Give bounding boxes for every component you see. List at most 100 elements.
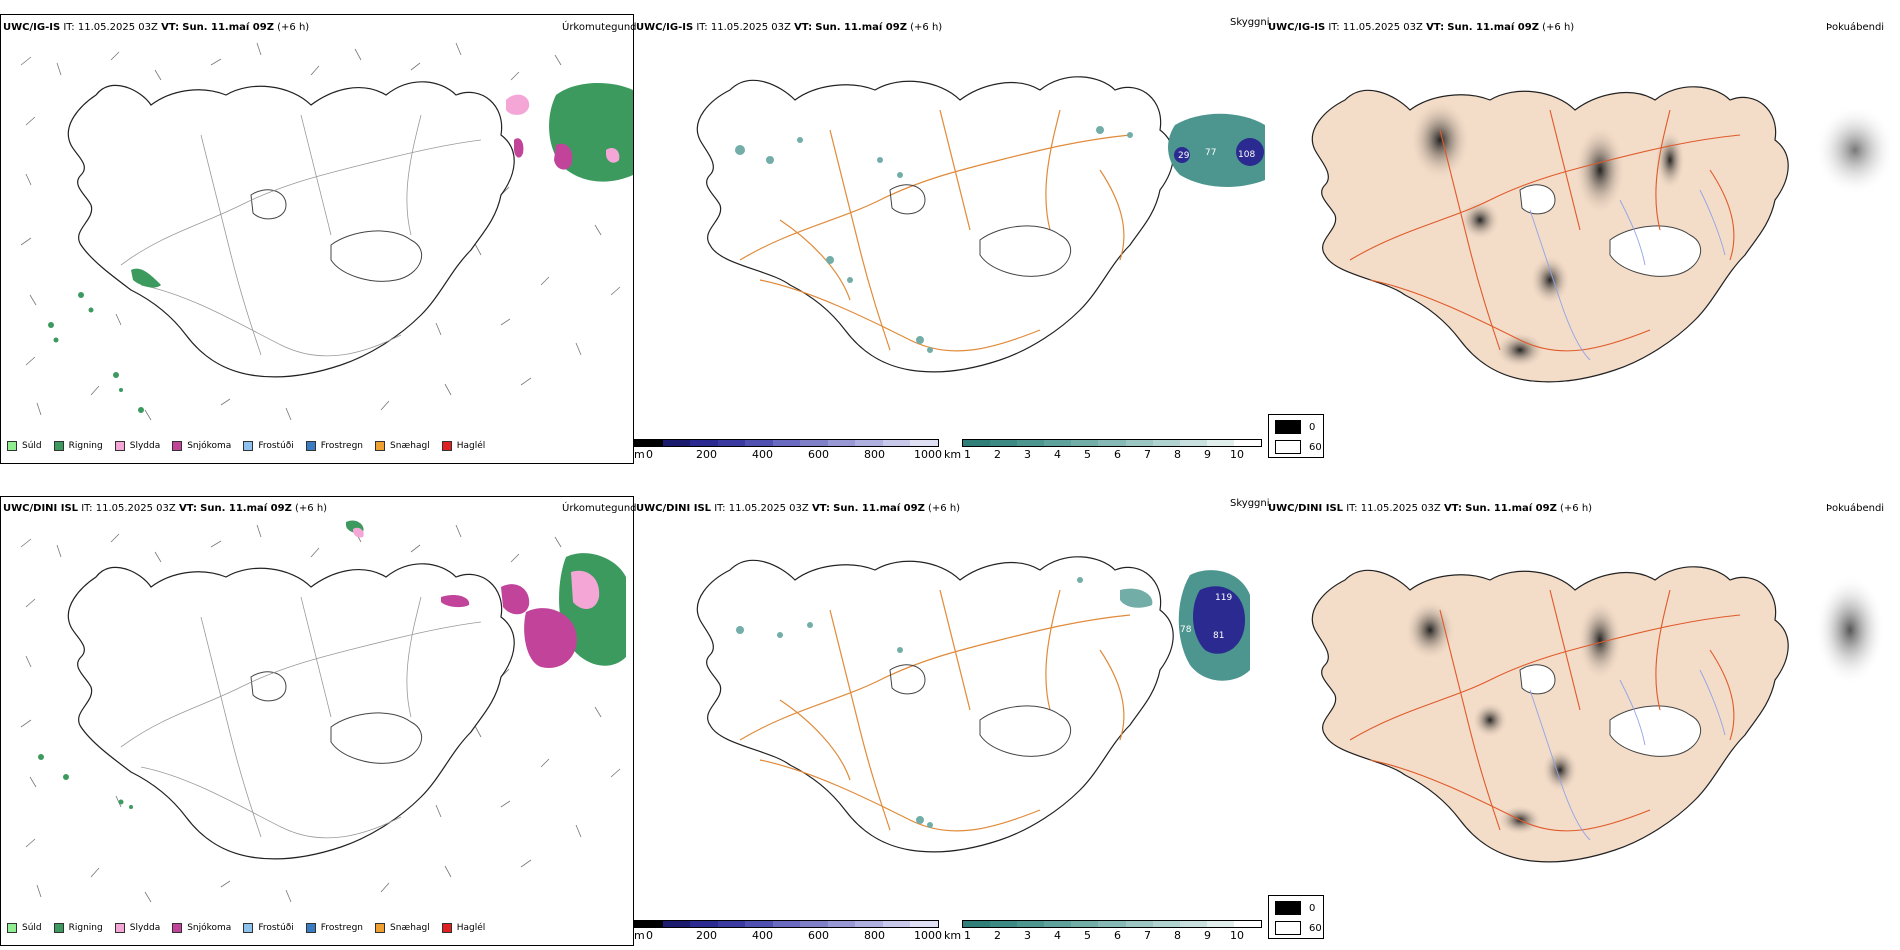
legend-item-slydda: Slydda <box>114 441 160 451</box>
cloudbase-tick: 600 <box>808 448 829 461</box>
panel-title-visibility: Skyggni <box>1230 498 1270 509</box>
rain-showers <box>38 754 133 809</box>
legend-swatch <box>375 923 386 933</box>
fog-swatch <box>1275 921 1301 935</box>
legend-swatch <box>441 923 452 933</box>
cloudbase-tick: 400 <box>752 448 773 461</box>
cloudbase-colorbar-bottom: m 0 200 400 600 800 1000 <box>634 920 942 944</box>
snow-area <box>524 608 577 668</box>
visibility-map-top: 29 77 108 <box>696 76 1265 373</box>
road-network <box>739 109 1131 352</box>
low-cloud-core <box>1174 147 1190 163</box>
legend-item-haglel: Haglél <box>441 441 485 451</box>
fog-swatch <box>1275 901 1301 915</box>
low-visibility-area <box>1168 113 1265 187</box>
snow-area-3 <box>441 594 470 608</box>
fog-swatch <box>1275 420 1301 434</box>
fog-map-bottom <box>1311 566 1885 863</box>
glacier-outline <box>250 189 423 282</box>
road-network <box>1349 109 1741 352</box>
low-cloud-core <box>1193 586 1245 654</box>
run-header-top-fog: UWC/IG-IS IT: 11.05.2025 03Z VT: Sun. 11… <box>1268 22 1575 33</box>
cloudbase-tick: 200 <box>696 448 717 461</box>
iceland-coastline <box>696 76 1174 373</box>
road-network <box>120 596 482 839</box>
offshore-fog <box>1815 105 1890 195</box>
vis-annotation: 33 <box>1145 611 1156 621</box>
visibility-strip <box>962 439 1262 447</box>
legend-swatch <box>375 441 386 451</box>
precip-panel-bottom <box>0 496 634 946</box>
model-name: UWC/DINI ISL <box>3 503 79 514</box>
glacier-outline <box>889 184 1072 277</box>
glacier-white <box>1519 184 1702 277</box>
run-header-bottom-precip: UWC/DINI ISL IT: 11.05.2025 03Z VT: Sun.… <box>3 503 328 514</box>
visibility-patches-east <box>1120 588 1153 608</box>
panel-title-precip: Úrkomutegund <box>562 22 637 33</box>
legend-swatch <box>114 441 125 451</box>
fog-swatch <box>1275 440 1301 454</box>
legend-swatch <box>243 441 254 451</box>
cloudbase-tick: 800 <box>864 448 885 461</box>
visibility-map-bottom: 119 33 78 81 43 <box>696 556 1250 853</box>
sleet-north <box>353 527 364 538</box>
vis-annotation: 43 <box>1170 653 1181 663</box>
road-network <box>1349 589 1741 832</box>
legend-swatch <box>53 923 64 933</box>
precip-legend-top: Súld Rigning Slydda Snjókoma Frostúði Fr… <box>7 441 497 451</box>
iceland-landmass <box>1311 86 1789 383</box>
legend-swatch <box>114 923 125 933</box>
visibility-colorbar-bottom: km 1 2 3 4 5 6 7 8 9 10 <box>944 920 1264 944</box>
iceland-landmass <box>1311 566 1789 863</box>
visibility-unit: km <box>944 448 962 461</box>
sleet-area <box>506 94 530 115</box>
glacier-white <box>1519 664 1702 757</box>
vis-annotation: 81 <box>1213 631 1224 641</box>
vis-annotation: 108 <box>1238 150 1255 160</box>
offshore-fog <box>1815 575 1885 685</box>
low-cloud-core <box>1236 138 1264 166</box>
cloudbase-colorbar-top: m 0 200 400 600 800 1000 <box>634 439 942 463</box>
legend-item-rigning: Rigning <box>53 441 103 451</box>
legend-swatch <box>7 441 17 451</box>
glacier-outline <box>889 664 1072 757</box>
model-name: UWC/IG-IS <box>3 22 61 33</box>
run-header-bottom-vis: UWC/DINI ISL IT: 11.05.2025 03Z VT: Sun.… <box>636 503 961 514</box>
vis-annotation: 29 <box>1178 151 1190 161</box>
glacier-outline <box>250 671 423 764</box>
legend-swatch <box>172 441 183 451</box>
fog-legend-bottom: 0 60 <box>1268 895 1324 939</box>
iceland-coastline <box>67 81 515 378</box>
panel-title-visibility: Skyggni <box>1230 17 1270 28</box>
visibility-strip <box>962 920 1262 928</box>
fog-legend-top: 0 60 <box>1268 414 1324 458</box>
road-network <box>739 589 1131 832</box>
cloudbase-strip <box>634 439 939 447</box>
cloudbase-tick: 0 <box>646 448 653 461</box>
visibility-patches <box>735 126 1133 353</box>
rain-west <box>131 268 161 288</box>
sleet-area <box>571 570 600 609</box>
cloudbase-strip <box>634 920 939 928</box>
legend-item-frostudi: Frostúði <box>243 441 294 451</box>
legend-item-frostregn: Frostregn <box>305 441 363 451</box>
cloudbase-tick: 1000 <box>914 448 942 461</box>
cloudbase-unit: m <box>634 448 645 461</box>
rain-showers <box>48 292 144 413</box>
panel-title-precip: Úrkomutegund <box>562 503 637 514</box>
precip-legend-bottom: Súld Rigning Slydda Snjókoma Frostúði Fr… <box>7 923 497 933</box>
legend-swatch <box>305 441 316 451</box>
precip-map-bottom <box>20 520 627 903</box>
run-header-top-vis: UWC/IG-IS IT: 11.05.2025 03Z VT: Sun. 11… <box>636 22 943 33</box>
sleet-area-2 <box>606 148 620 163</box>
vis-annotation: 77 <box>1205 148 1216 158</box>
legend-item-sudd: Súld <box>7 441 42 451</box>
legend-swatch <box>172 923 183 933</box>
legend-swatch <box>7 923 17 933</box>
visibility-colorbar-top: km 1 2 3 4 5 6 7 8 9 10 <box>944 439 1264 463</box>
legend-swatch <box>243 923 254 933</box>
legend-item-snaehagl: Snæhagl <box>375 441 430 451</box>
legend-swatch <box>53 441 64 451</box>
snow-area-2 <box>514 138 524 158</box>
river-network <box>1529 669 1726 841</box>
